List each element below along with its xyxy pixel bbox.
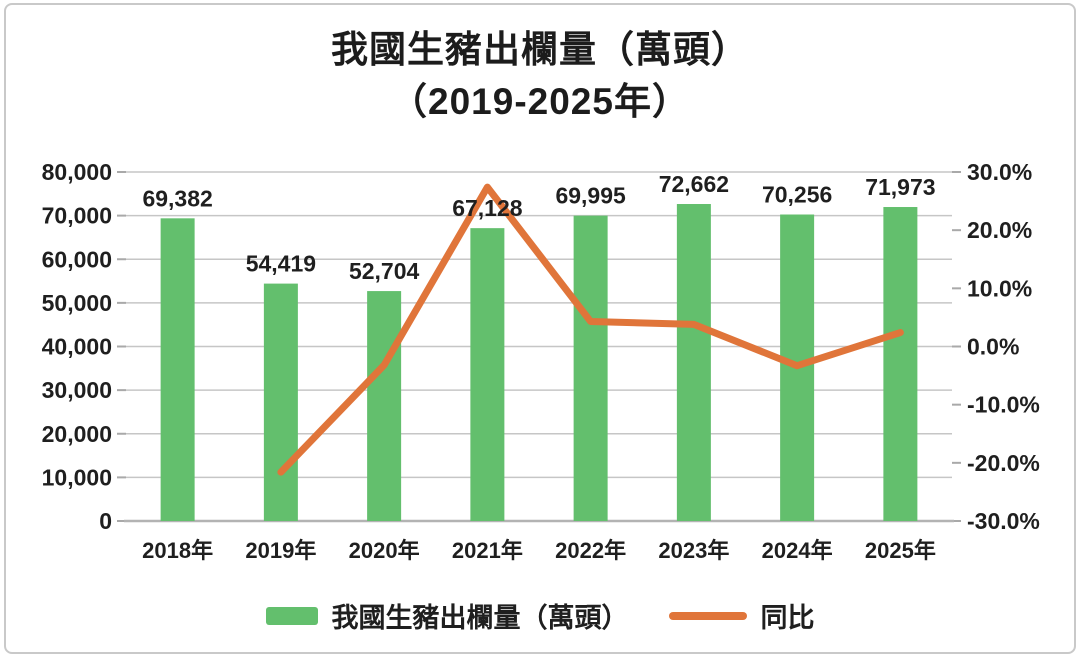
y-right-tick-label: -30.0% bbox=[967, 508, 1040, 534]
x-category-label: 2023年 bbox=[658, 538, 729, 563]
y-right-tick-label: 30.0% bbox=[967, 159, 1032, 185]
bar-data-label: 69,995 bbox=[555, 183, 626, 209]
legend-line-swatch bbox=[668, 611, 747, 620]
x-category-label: 2018年 bbox=[142, 538, 213, 563]
bar-data-label: 52,704 bbox=[349, 258, 420, 284]
bar-data-label: 70,256 bbox=[762, 182, 832, 208]
x-category-label: 2021年 bbox=[452, 538, 523, 563]
legend-line-label: 同比 bbox=[760, 603, 815, 633]
y-left-tick-label: 30,000 bbox=[42, 377, 112, 403]
y-left-tick-label: 50,000 bbox=[42, 290, 112, 316]
bar-data-label: 69,382 bbox=[142, 185, 212, 211]
y-right-tick-label: 10.0% bbox=[967, 275, 1032, 301]
y-left-tick-label: 20,000 bbox=[42, 421, 112, 447]
chart-title-line1: 我國生豬出欄量（萬頭） bbox=[331, 29, 749, 70]
legend-bar-label: 我國生豬出欄量（萬頭） bbox=[331, 603, 629, 633]
yoy-line bbox=[277, 183, 904, 476]
bar-data-label: 71,973 bbox=[865, 174, 935, 200]
bar-data-label: 67,128 bbox=[452, 195, 523, 221]
y-left-tick-label: 70,000 bbox=[42, 203, 112, 229]
chart-title: 我國生豬出欄量（萬頭） （2019-2025年） bbox=[0, 24, 1080, 128]
bar bbox=[573, 215, 608, 521]
y-right-tick-label: 20.0% bbox=[967, 217, 1032, 243]
bar bbox=[263, 283, 298, 521]
x-category-label: 2024年 bbox=[762, 538, 833, 563]
y-left-tick-label: 40,000 bbox=[42, 334, 112, 360]
y-left-tick-label: 80,000 bbox=[42, 159, 112, 185]
bar bbox=[883, 207, 918, 521]
y-right-tick-label: -10.0% bbox=[967, 392, 1040, 418]
y-left-tick-label: 60,000 bbox=[42, 246, 112, 272]
x-category-label: 2022年 bbox=[555, 538, 626, 563]
bar bbox=[160, 218, 195, 521]
x-category-label: 2025年 bbox=[865, 538, 936, 563]
bar-data-label: 54,419 bbox=[246, 251, 316, 277]
bar bbox=[470, 228, 505, 521]
y-right-tick-label: -20.0% bbox=[967, 450, 1040, 476]
x-category-label: 2020年 bbox=[349, 538, 420, 563]
legend-bar-swatch bbox=[265, 606, 318, 625]
y-left-tick-label: 0 bbox=[99, 508, 112, 534]
chart-title-line2: （2019-2025年） bbox=[390, 81, 690, 122]
bar-data-label: 72,662 bbox=[659, 171, 729, 197]
bar bbox=[367, 291, 402, 521]
x-category-label: 2019年 bbox=[245, 538, 316, 563]
y-left-tick-label: 10,000 bbox=[42, 464, 112, 490]
y-right-tick-label: 0.0% bbox=[967, 334, 1019, 360]
bar bbox=[676, 204, 711, 521]
legend: 我國生豬出欄量（萬頭） 同比 bbox=[0, 596, 1080, 635]
